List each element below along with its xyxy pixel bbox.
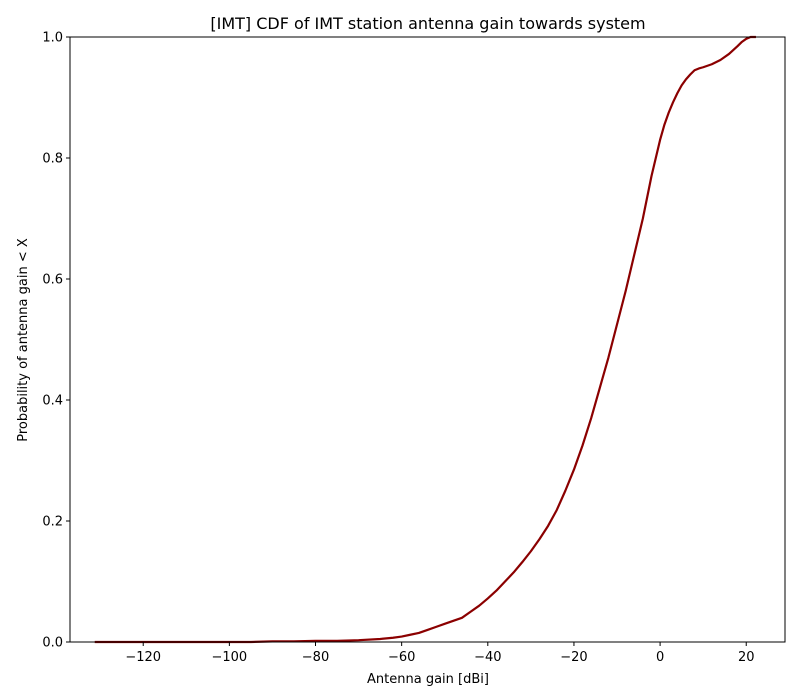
y-tick-label: 0.6 [42,273,63,288]
y-tick-label: 0.4 [42,394,63,409]
x-tick-label: 0 [656,650,664,665]
x-tick-label: −40 [474,650,501,665]
x-tick-label: −20 [560,650,587,665]
x-tick-label: −100 [212,650,248,665]
x-axis-label: Antenna gain [dBi] [367,672,489,687]
axes-frame [69,36,786,643]
x-tick-label: −60 [388,650,415,665]
y-tick-label: 1.0 [42,31,63,46]
x-tick-label: 20 [738,650,755,665]
x-tick-label: −120 [125,650,161,665]
plot-area: −120 −100 −80 −60 −40 −20 0 20 0.0 0.2 0.4 0.6 0.8 1.… [42,31,786,665]
y-tick-label: 0.2 [42,515,63,530]
y-tick-label: 0.0 [42,636,63,651]
x-tick-label: −80 [302,650,329,665]
cdf-series-line [94,35,756,644]
chart-title: [IMT] CDF of IMT station antenna gain to… [210,14,645,33]
y-tick-label: 0.8 [42,152,63,167]
y-axis-label: Probability of antenna gain < X [16,238,31,442]
